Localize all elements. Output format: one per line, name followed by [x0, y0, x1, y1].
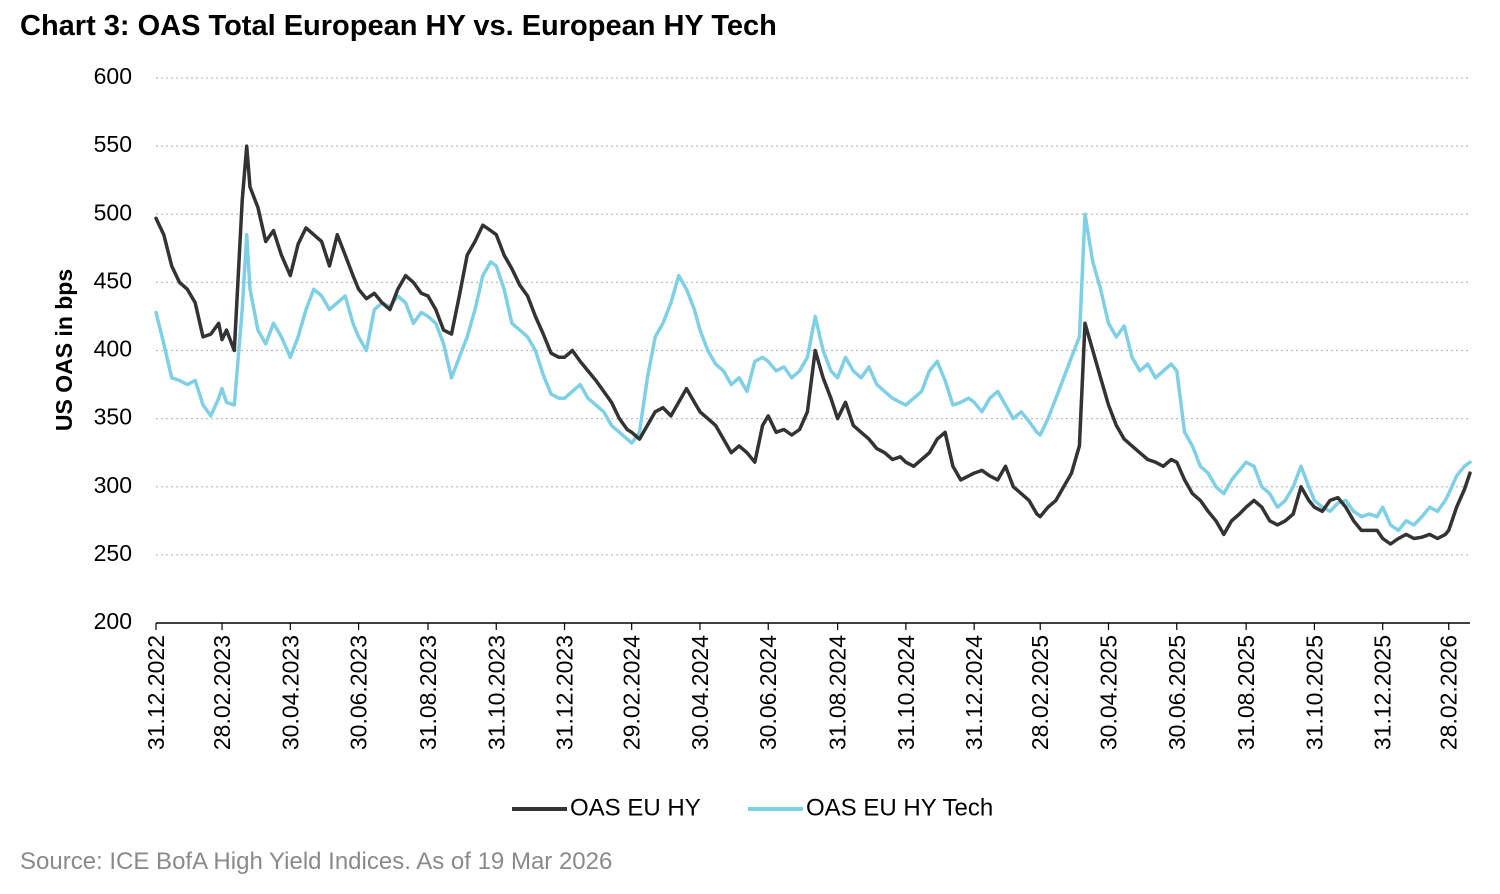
x-tick-label: 30.04.2023	[277, 635, 303, 750]
x-tick-label: 31.10.2025	[1301, 635, 1327, 750]
x-tick-label: 30.06.2024	[755, 635, 781, 750]
x-tick-label: 31.12.2022	[143, 635, 169, 750]
y-tick-label: 200	[94, 608, 132, 634]
x-tick-label: 31.10.2024	[893, 635, 919, 750]
x-tick-label: 30.04.2025	[1095, 635, 1121, 750]
x-tick-label: 30.04.2024	[687, 635, 713, 750]
x-tick-label: 31.08.2025	[1233, 635, 1259, 750]
y-tick-label: 600	[94, 63, 132, 89]
y-tick-label: 300	[94, 472, 132, 498]
series-lines	[154, 144, 1472, 546]
chart-title: Chart 3: OAS Total European HY vs. Europ…	[20, 10, 777, 42]
x-tick-label: 31.12.2025	[1370, 635, 1396, 750]
legend: OAS EU HY OAS EU HY Tech	[512, 794, 993, 821]
y-tick-label: 550	[94, 131, 132, 157]
x-tick-label: 28.02.2023	[209, 635, 235, 750]
y-tick-label: 450	[94, 267, 132, 293]
x-tick-label: 30.06.2025	[1164, 635, 1190, 750]
y-tick-label: 500	[94, 199, 132, 225]
y-tick-label: 350	[94, 404, 132, 430]
x-tick-label: 31.08.2023	[415, 635, 441, 750]
source-note: Source: ICE BofA High Yield Indices. As …	[20, 848, 613, 875]
y-tick-label: 400	[94, 336, 132, 362]
x-axis: 31.12.2022 28.02.2023 30.04.2023 30.06.2023…	[143, 622, 1470, 750]
x-tick-label: 31.12.2024	[961, 635, 987, 750]
series-line-oas-eu-hy-tech	[154, 212, 1472, 533]
legend-label: OAS EU HY Tech	[806, 794, 993, 821]
y-axis: 200 250 300 350 400 450 500 550 600	[94, 63, 132, 634]
x-tick-label: 28.02.2025	[1027, 635, 1053, 750]
x-tick-label: 31.12.2023	[552, 635, 578, 750]
series-line-oas-eu-hy	[154, 144, 1472, 546]
x-tick-label: 31.10.2023	[483, 635, 509, 750]
x-tick-label: 30.06.2023	[346, 635, 372, 750]
x-tick-label: 28.02.2026	[1436, 635, 1462, 750]
x-tick-label: 31.08.2024	[825, 635, 851, 750]
grid-lines	[156, 77, 1470, 556]
y-axis-title: US OAS in bps	[51, 269, 77, 431]
y-tick-label: 250	[94, 540, 132, 566]
x-tick-label: 29.02.2024	[619, 635, 645, 750]
legend-label: OAS EU HY	[570, 794, 701, 821]
